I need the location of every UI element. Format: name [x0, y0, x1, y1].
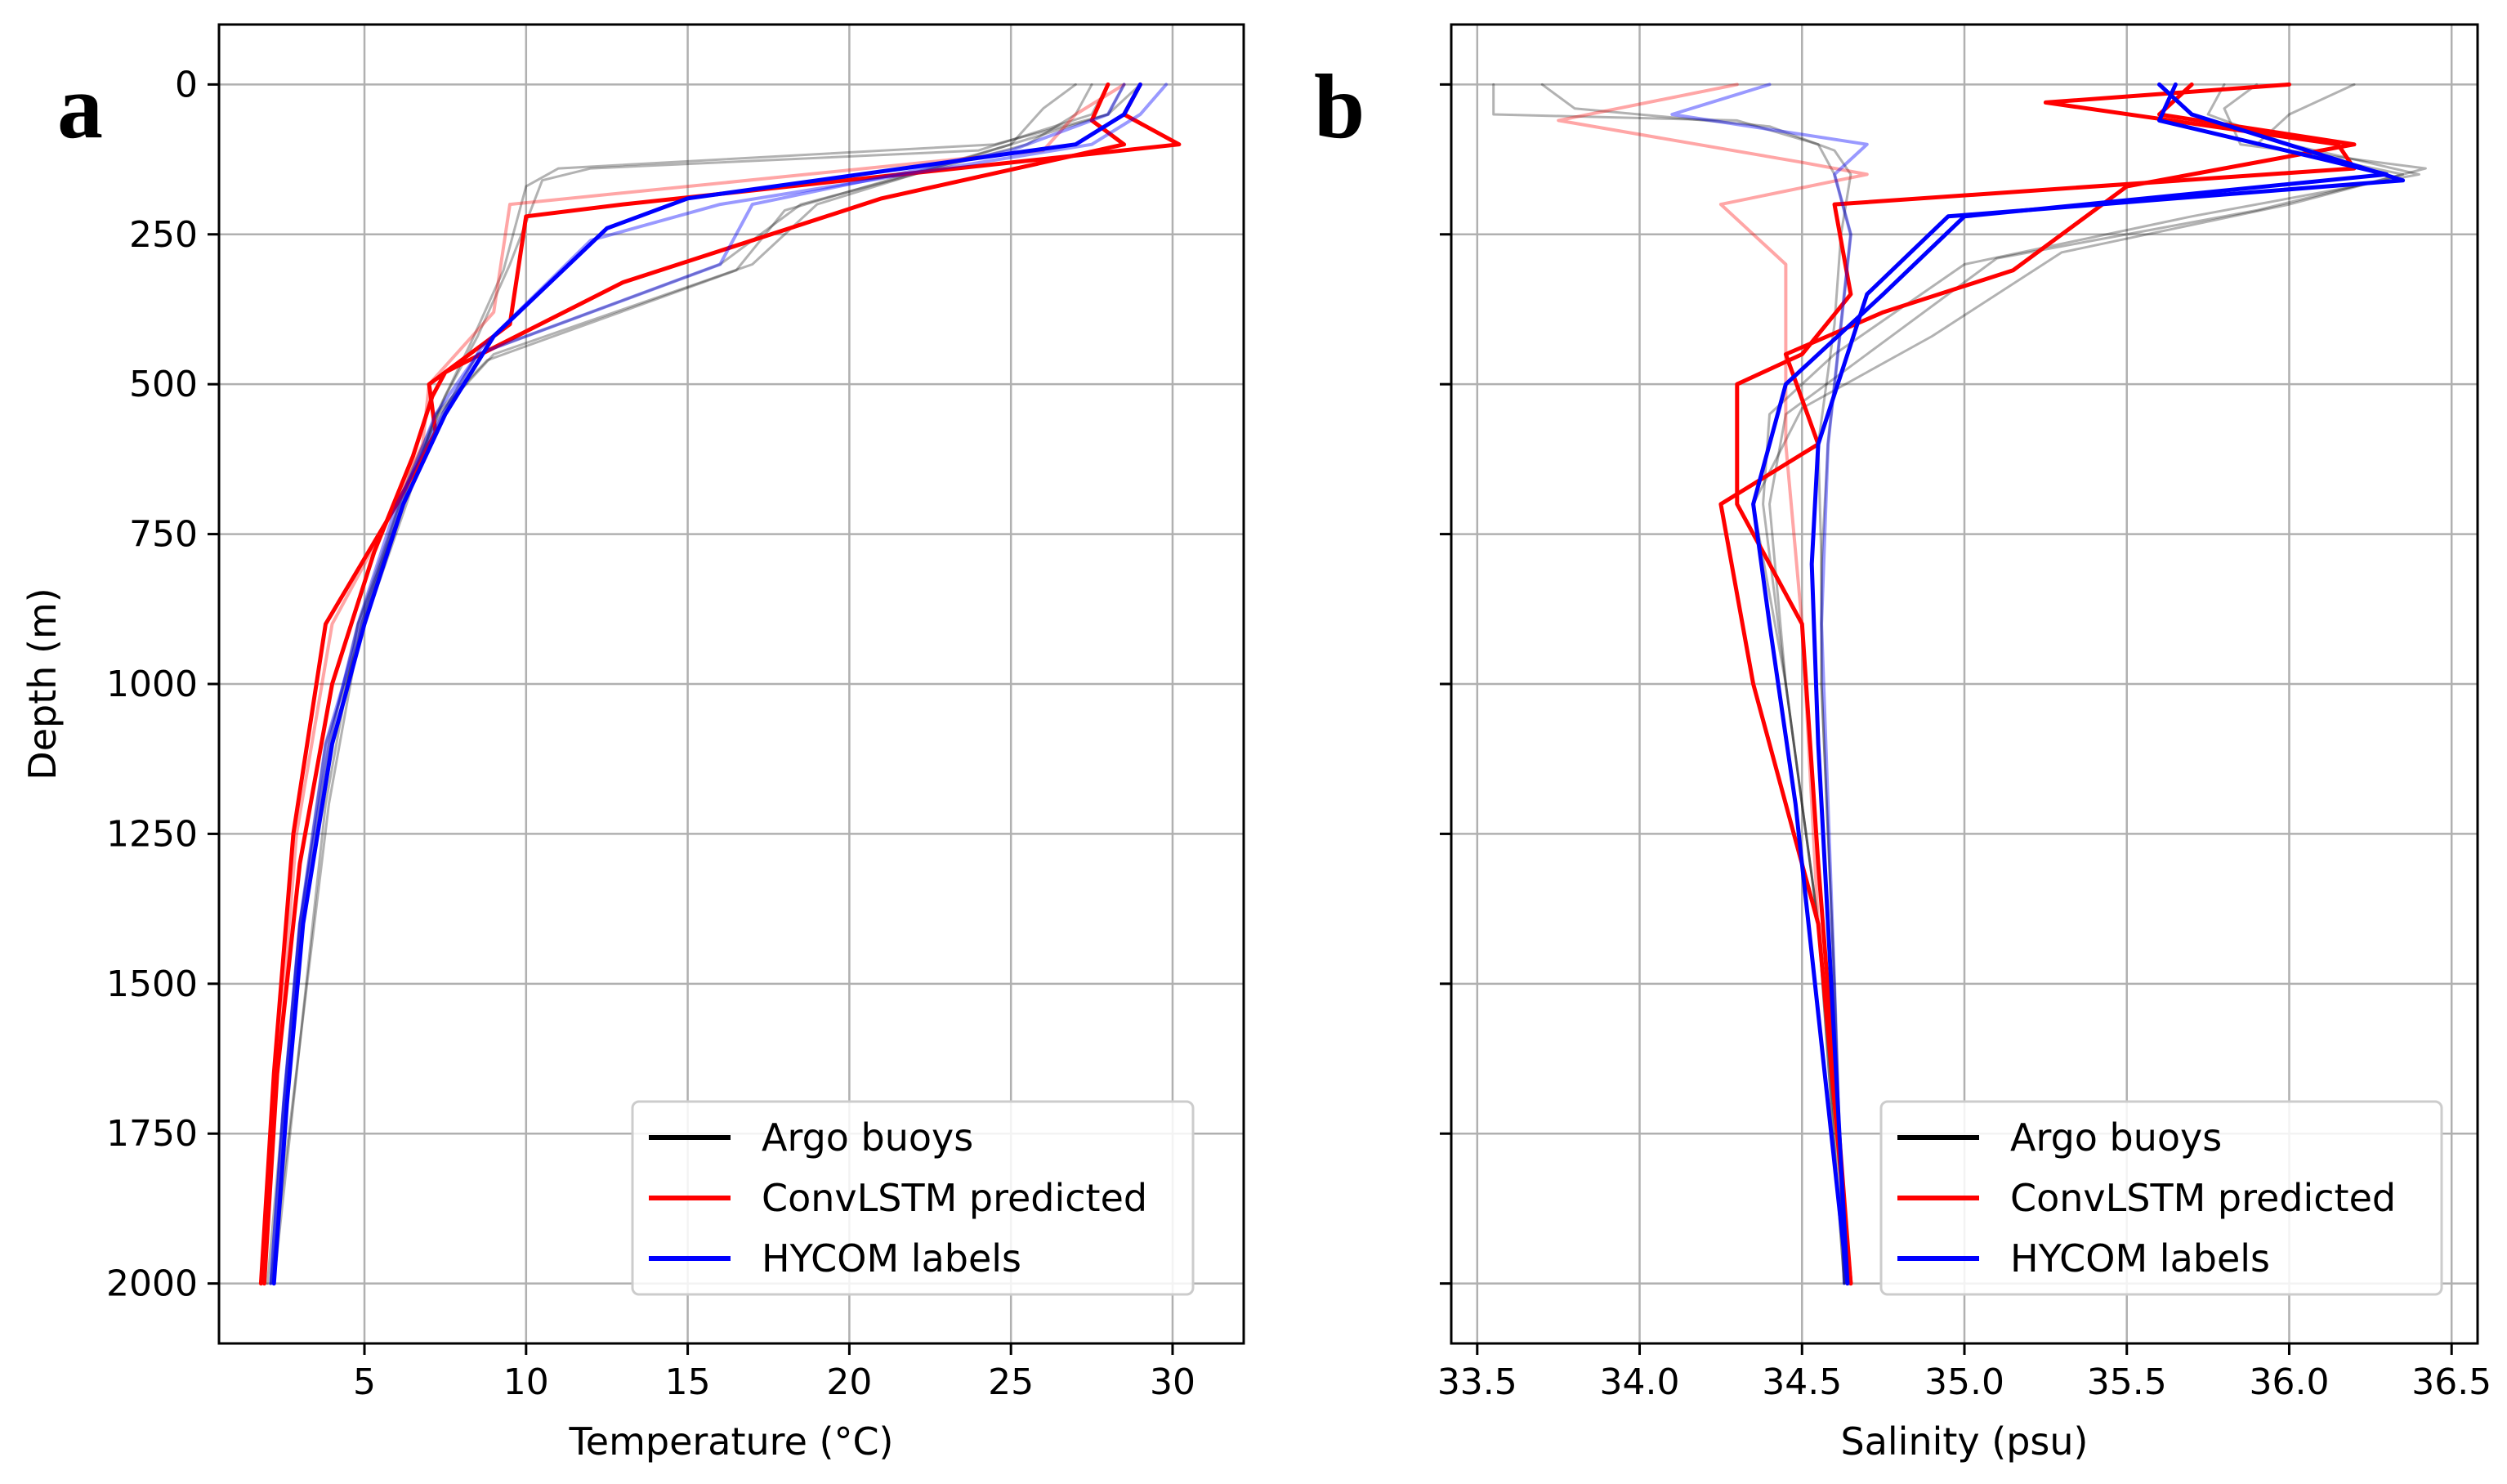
series-line-argo-buoys: [269, 83, 1110, 1285]
series-line-argo-buoys: [269, 83, 1093, 1285]
x-tick-label: 5: [353, 1361, 376, 1403]
y-tick-label: 750: [129, 514, 198, 556]
x-tick-label: 20: [826, 1361, 872, 1403]
series-line-hycom-labels: [271, 82, 1142, 1286]
series-line-hycom-labels: [1670, 83, 1869, 1285]
y-tick-label: 1750: [106, 1113, 198, 1155]
series-line-convlstm-predicted: [261, 82, 1127, 1286]
series-line-hycom-labels: [269, 83, 1169, 1285]
x-tick-label: 30: [1150, 1361, 1195, 1403]
legend-box: [631, 1100, 1195, 1296]
series-line-convlstm-predicted: [1557, 83, 1869, 1285]
x-tick-label: 15: [665, 1361, 711, 1403]
legend: Argo buoys ConvLSTM predicted HYCOM labels: [1879, 1100, 2443, 1296]
legend-box: [1879, 1100, 2443, 1296]
data-layer: [1492, 82, 2427, 1286]
x-tick-label: 34.5: [1762, 1361, 1842, 1403]
series-line-convlstm-predicted: [258, 82, 1182, 1286]
y-axis-label: Depth (m): [20, 588, 65, 780]
x-tick-label: 33.5: [1437, 1361, 1517, 1403]
panel-letter: b: [1314, 56, 1365, 158]
legend-label: HYCOM labels: [762, 1236, 1021, 1281]
series-line-argo-buoys: [1492, 83, 1852, 1285]
series-line-convlstm-predicted: [262, 83, 1126, 1285]
series-line-argo-buoys: [272, 83, 1142, 1285]
y-tick-label: 1500: [106, 963, 198, 1005]
y-tick-label: 250: [129, 214, 198, 256]
data-layer: [258, 82, 1182, 1286]
y-tick-label: 500: [129, 364, 198, 405]
series-line-hycom-labels: [269, 83, 1126, 1285]
x-tick-label: 10: [503, 1361, 549, 1403]
x-axis-label: Salinity (psu): [1841, 1419, 2089, 1464]
legend-label: HYCOM labels: [2010, 1236, 2270, 1281]
x-axis-label: Temperature (°C): [568, 1419, 893, 1464]
series-line-hycom-labels: [1809, 82, 2406, 1286]
series-line-convlstm-predicted: [1735, 82, 2357, 1286]
panel-letter: a: [57, 56, 103, 158]
x-tick-label: 25: [988, 1361, 1034, 1403]
y-tick-label: 2000: [106, 1263, 198, 1305]
x-tick-label: 36.5: [2411, 1361, 2491, 1403]
y-tick-label: 0: [175, 64, 198, 105]
panel-a-temperature: 5 10 15 20 25 30 0 250 500 750 1000 1250 1500 1750 200…: [20, 23, 1245, 1464]
legend-label: ConvLSTM predicted: [2010, 1176, 2396, 1220]
series-line-argo-buoys: [266, 83, 1077, 1285]
legend-label: Argo buoys: [2010, 1115, 2222, 1160]
legend-label: Argo buoys: [762, 1115, 973, 1160]
series-line-argo-buoys: [1540, 83, 1852, 1285]
y-tick-label: 1000: [106, 664, 198, 705]
panel-b-salinity: 33.5 34.0 34.5 35.0 35.5 36.0 36.5 Salinity (ps…: [1314, 23, 2491, 1464]
x-tick-label: 35.5: [2087, 1361, 2167, 1403]
series-line-argo-buoys: [1768, 83, 2405, 1285]
x-tick-label: 34.0: [1600, 1361, 1680, 1403]
x-tick-label: 36.0: [2249, 1361, 2329, 1403]
series-line-convlstm-predicted: [1718, 82, 2357, 1286]
series-line-hycom-labels: [1751, 82, 2389, 1286]
y-tick-label: 1250: [106, 813, 198, 855]
legend: Argo buoys ConvLSTM predicted HYCOM labels: [631, 1100, 1195, 1296]
x-tick-label: 35.0: [1924, 1361, 2004, 1403]
legend-label: ConvLSTM predicted: [762, 1176, 1147, 1220]
